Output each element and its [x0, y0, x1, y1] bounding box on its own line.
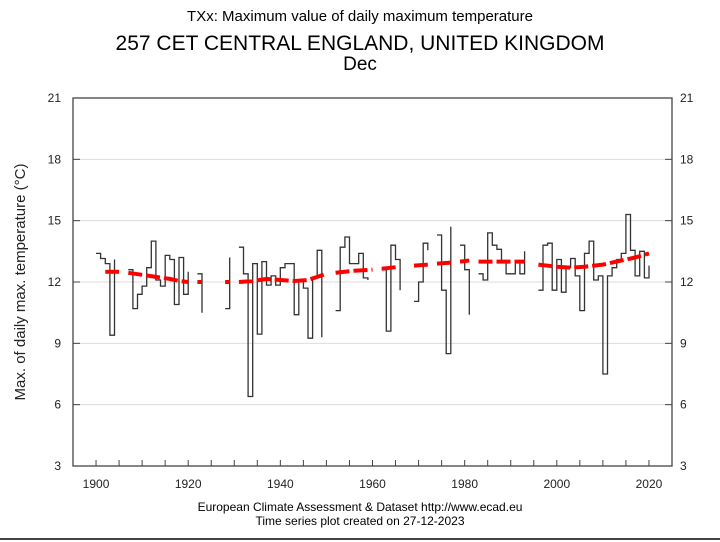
trend-segment — [128, 270, 189, 284]
trend-segment — [413, 262, 428, 268]
trend-segment — [335, 267, 373, 275]
y-tick-label-right: 3 — [680, 459, 687, 473]
x-tick-label: 2000 — [543, 477, 570, 491]
trend-segment — [538, 251, 650, 270]
y-tick-label-left: 6 — [54, 398, 61, 412]
trend-segment — [381, 264, 401, 271]
footer-created: Time series plot created on 27-12-2023 — [255, 514, 465, 528]
y-tick-label-left: 3 — [54, 459, 61, 473]
x-tick-label: 1960 — [359, 477, 386, 491]
y-tick-label-right: 15 — [680, 214, 694, 228]
x-tick-label: 1900 — [83, 477, 110, 491]
grid-lines — [73, 158, 672, 406]
y-tick-label-left: 21 — [48, 91, 62, 105]
trend-segment — [436, 260, 451, 266]
series-trend — [105, 251, 650, 284]
x-tick-label: 1920 — [175, 477, 202, 491]
y-tick-label-left: 9 — [54, 336, 61, 350]
trend-segment — [238, 271, 328, 284]
x-tick-label: 1980 — [451, 477, 478, 491]
x-tick-label: 1940 — [267, 477, 294, 491]
y-tick-label-right: 6 — [680, 398, 687, 412]
y-tick-label-right: 21 — [680, 91, 694, 105]
bottom-divider — [0, 538, 720, 540]
chart-subtitle: 257 CET CENTRAL ENGLAND, UNITED KINGDOM — [115, 32, 605, 55]
y-tick-label-right: 18 — [680, 152, 694, 166]
y-tick-label-right: 12 — [680, 275, 694, 289]
y-tick-label-left: 18 — [48, 152, 62, 166]
y-tick-label-left: 12 — [48, 275, 62, 289]
y-tick-label-right: 9 — [680, 336, 687, 350]
chart-period: Dec — [343, 54, 377, 75]
axes: 3 3 6 6 9 9 12 12 15 15 18 18 21 21 1900 1920 1940 1960 19… — [48, 91, 694, 491]
x-tick-label: 2020 — [636, 477, 663, 491]
series-line-txx — [96, 213, 650, 398]
trend-segment — [459, 258, 470, 264]
y-axis-label: Max. of daily max. temperature (°C) — [12, 164, 29, 401]
chart-title: TXx: Maximum value of daily maximum temp… — [187, 8, 533, 25]
y-tick-label-left: 15 — [48, 214, 62, 228]
footer-source: European Climate Assessment & Dataset ht… — [197, 500, 523, 514]
series-steps — [96, 213, 650, 398]
